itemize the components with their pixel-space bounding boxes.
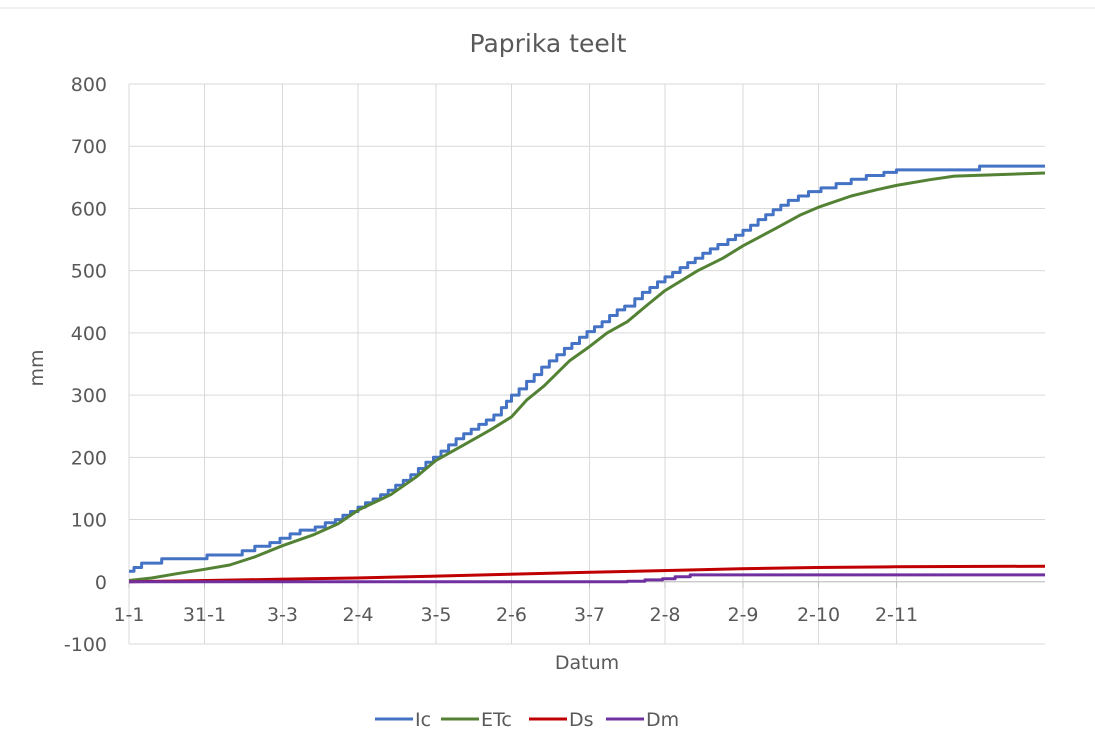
y-tick-label: 500: [71, 261, 107, 283]
x-tick-label: 1-1: [113, 604, 144, 626]
legend: Ic ETc Ds Dm: [375, 709, 679, 731]
x-tick-labels: 1-1 31-1 3-3 2-4 3-5 2-6 3-7 2-8 2-9 2-10 2-11: [113, 604, 918, 626]
x-tick-label: 2-8: [649, 604, 680, 626]
x-tick-label: 2-4: [342, 604, 373, 626]
legend-item-dm: Dm: [606, 709, 679, 731]
x-tick-label: 2-6: [496, 604, 527, 626]
x-axis-label: Datum: [555, 652, 619, 674]
y-tick-label: 200: [71, 447, 107, 469]
legend-label: Ds: [569, 709, 594, 731]
series-line-etc: [128, 171, 1046, 582]
y-tick-labels: -100 0 100 200 300 400 500 600 700 800: [64, 74, 107, 656]
y-tick-label: 700: [71, 136, 107, 158]
y-tick-label: 100: [71, 510, 107, 532]
series-line-dm: [129, 573, 1045, 584]
series-line-ic: [129, 164, 1045, 573]
legend-label: Ic: [415, 709, 431, 731]
legend-label: ETc: [481, 709, 512, 731]
series-line-ds: [128, 564, 1046, 584]
x-tick-label: 31-1: [183, 604, 226, 626]
y-tick-label: 600: [71, 198, 107, 220]
y-tick-label: -100: [64, 634, 107, 656]
y-tick-label: 0: [95, 572, 107, 594]
y-tick-label: 800: [71, 74, 107, 96]
y-tick-label: 400: [71, 323, 107, 345]
x-tick-label: 3-7: [574, 604, 605, 626]
grid-layer: [128, 83, 1045, 645]
y-axis-label: mm: [26, 349, 48, 386]
chart-title: Paprika teelt: [470, 29, 627, 58]
legend-item-etc: ETc: [441, 709, 512, 731]
series-layer: [128, 164, 1046, 584]
x-tick-label: 2-10: [797, 604, 840, 626]
legend-item-ic: Ic: [375, 709, 431, 731]
x-tick-label: 3-3: [267, 604, 298, 626]
x-tick-label: 3-5: [420, 604, 451, 626]
x-tick-label: 2-11: [875, 604, 918, 626]
y-tick-label: 300: [71, 385, 107, 407]
legend-item-ds: Ds: [529, 709, 594, 731]
legend-label: Dm: [646, 709, 679, 731]
x-tick-label: 2-9: [727, 604, 758, 626]
